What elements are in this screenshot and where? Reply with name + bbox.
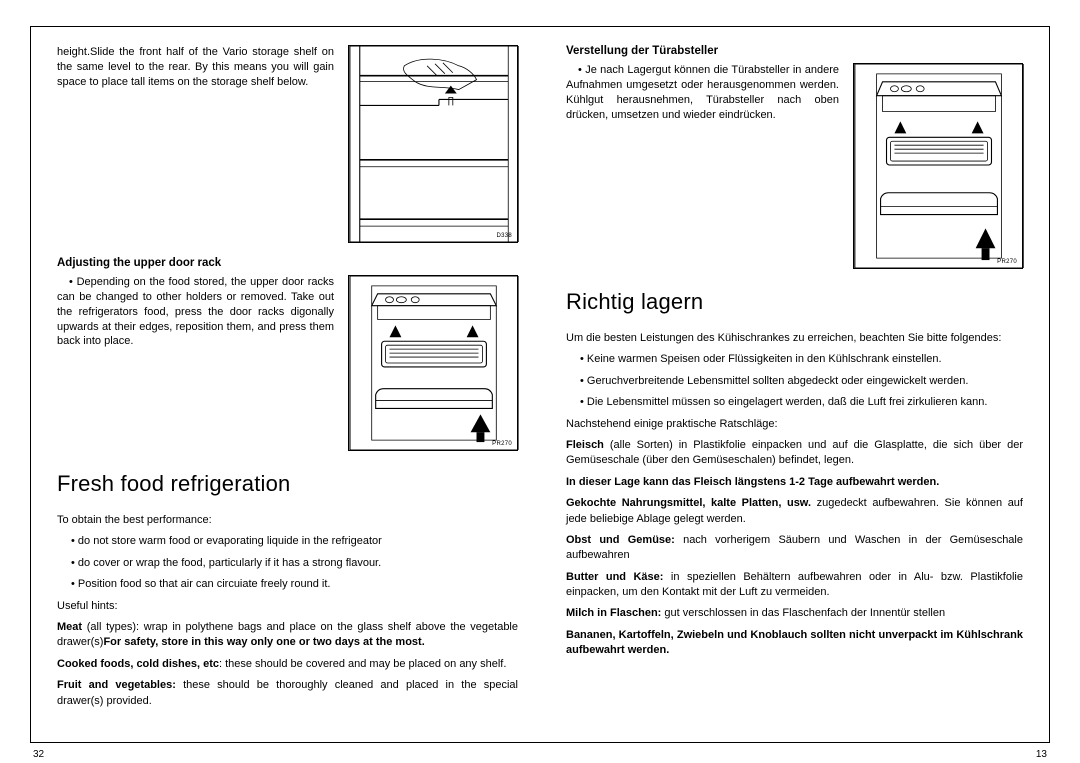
figure-vario-shelf: D338 [348,45,518,243]
heading-fresh-food: Fresh food refrigeration [57,471,518,497]
adjust-door-text: • Depending on the food stored, the uppe… [57,275,334,451]
figure-label: PR270 [997,259,1017,265]
figure-door-rack: PR270 [348,275,518,451]
figure-door-rack-de: PR270 [853,63,1023,269]
page-frame: height.Slide the front half of the Vario… [30,26,1050,743]
left-column: height.Slide the front half of the Vario… [31,27,540,742]
vario-intro-text: height.Slide the front half of the Vario… [57,45,334,243]
fresh-food-body: To obtain the best performance: • do not… [57,513,518,715]
right-column: Verstellung der Türabsteller • Je nach L… [540,27,1049,742]
heading-verstellung: Verstellung der Türabsteller [566,45,1023,57]
figure-label: PR270 [492,441,512,447]
page-number-left: 32 [33,749,44,760]
figure-label: D338 [496,233,512,239]
verstellung-text: • Je nach Lagergut können die Türabstell… [566,63,839,269]
heading-adjust-door-rack: Adjusting the upper door rack [57,257,518,269]
page-number-right: 13 [1036,749,1047,760]
richtig-body: Um die besten Leistungen des Kühischrank… [566,331,1023,665]
heading-richtig-lagern: Richtig lagern [566,289,1023,315]
